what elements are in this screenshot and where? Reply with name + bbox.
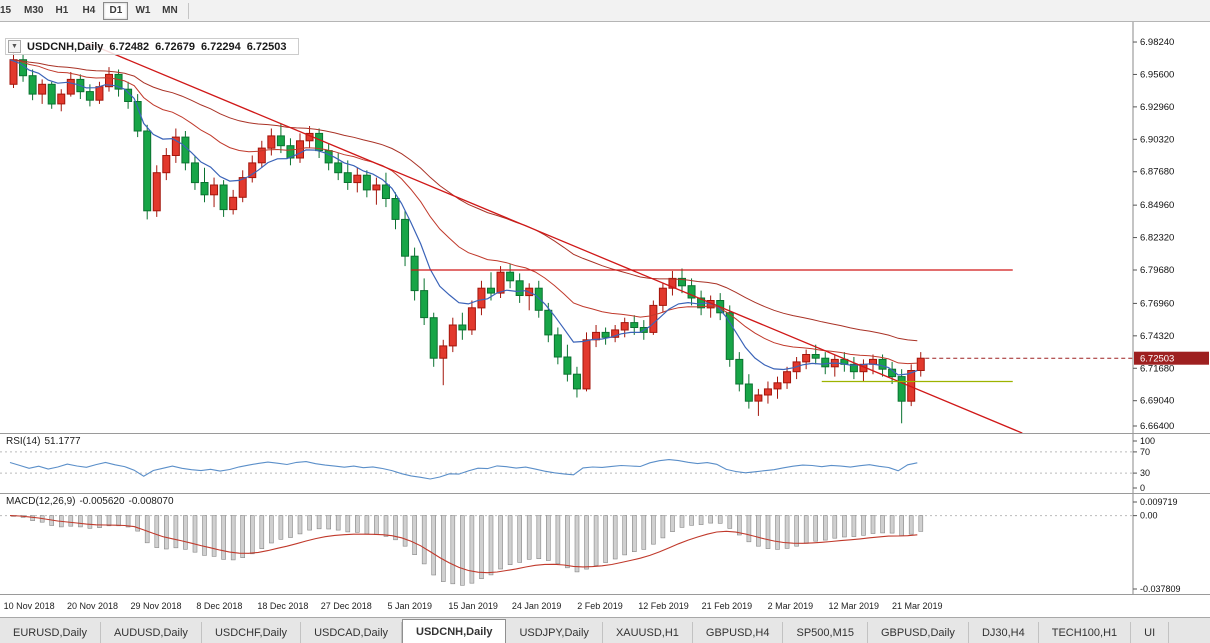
price-axis-label: 6.84960 — [1140, 200, 1174, 211]
rsi-axis-label: 30 — [1140, 468, 1150, 478]
date-label: 12 Feb 2019 — [638, 601, 689, 611]
symbol-tab-gbpusd[interactable]: GBPUSD,H4 — [692, 622, 784, 643]
ma-slow-line — [9, 59, 918, 342]
macd-panel[interactable]: 0.009719 0.00 -0.037809 MACD(12,26,9) -0.00… — [0, 493, 1210, 594]
price-axis-label: 6.74320 — [1140, 331, 1174, 342]
price-axis-label: 6.87680 — [1140, 167, 1174, 178]
price-high: 6.72679 — [155, 40, 195, 53]
price-axis-label: 6.79680 — [1140, 265, 1174, 276]
symbol-tab-eurusd[interactable]: EURUSD,Daily — [0, 622, 101, 643]
macd-label: MACD(12,26,9) -0.005620 -0.008070 — [6, 496, 178, 507]
price-low: 6.72294 — [200, 40, 241, 53]
macd-axis-label: 0.009719 — [1140, 497, 1178, 507]
date-label: 24 Jan 2019 — [511, 601, 562, 611]
timeframe-button-w1[interactable]: W1 — [135, 5, 151, 16]
timeframe-button-h1[interactable]: H1 — [55, 5, 69, 16]
date-label: 15 Jan 2019 — [448, 601, 498, 611]
rsi-line — [9, 459, 918, 480]
timeframe-buttons: 15 M30 H1 H4 D1 W1 MN — [0, 1, 183, 20]
rsi-panel[interactable]: 100 70 30 0 RSI(14) 51.1777 — [0, 433, 1210, 493]
price-axis-label: 6.76960 — [1140, 298, 1174, 309]
chart-symbol-period: USDCNH,Daily — [27, 40, 104, 53]
timeframe-button-h4[interactable]: H4 — [82, 5, 96, 16]
current-price-badge-text: 6.72503 — [1140, 354, 1174, 365]
price-axis-label: 6.98240 — [1140, 37, 1174, 48]
chart-tabs-bar: EURUSD,Daily AUDUSD,Daily USDCHF,Daily USDC… — [0, 617, 1210, 643]
timeframe-button-15[interactable]: 15 — [0, 5, 12, 16]
date-label: 20 Nov 2018 — [67, 601, 119, 611]
symbol-tab-audusd[interactable]: AUDUSD,Daily — [100, 622, 202, 643]
symbol-tab-usdcad[interactable]: USDCAD,Daily — [301, 622, 403, 643]
timeframe-button-d1[interactable]: D1 — [103, 1, 129, 20]
symbol-tab-usdcnh[interactable]: USDCNH,Daily — [402, 619, 507, 643]
current-price-badge — [1134, 351, 1209, 365]
rsi-label: RSI(14) 51.1777 — [6, 436, 85, 447]
toolbar-separator — [188, 2, 190, 19]
macd-axis-label: -0.037809 — [1140, 584, 1181, 594]
symbol-tab-sp500[interactable]: SP500,M15 — [783, 622, 868, 643]
timeframe-toolbar: 15 M30 H1 H4 D1 W1 MN — [0, 0, 1210, 22]
descending-trendline[interactable] — [86, 41, 1023, 434]
timeframe-button-m30[interactable]: M30 — [24, 5, 44, 16]
symbol-tab-gbpusd[interactable]: GBPUSD,Daily — [867, 622, 969, 643]
timeframe-button-mn[interactable]: MN — [162, 5, 178, 16]
rsi-name: RSI(14) — [6, 436, 41, 447]
chart-header: ▼ USDCNH,Daily 6.72482 6.72679 6.72294 6… — [5, 38, 300, 55]
date-label: 29 Nov 2018 — [130, 601, 182, 611]
rsi-axis-label: 70 — [1140, 447, 1150, 457]
ma-fast-line — [9, 59, 918, 376]
price-axis-label: 6.92960 — [1140, 102, 1174, 113]
macd-axis-label: 0.00 — [1140, 511, 1158, 521]
rsi-axis-label: 0 — [1140, 483, 1145, 493]
price-axis-label: 6.95600 — [1140, 69, 1174, 80]
symbol-tab-usdchf[interactable]: USDCHF,Daily — [201, 622, 302, 643]
date-label: 2 Mar 2019 — [767, 601, 814, 611]
symbol-tab-dj30[interactable]: DJ30,H4 — [968, 622, 1039, 643]
macd-name: MACD(12,26,9) — [6, 496, 76, 507]
date-label: 2 Feb 2019 — [577, 601, 623, 611]
price-axis-label: 6.82320 — [1140, 233, 1174, 244]
price-close: 6.72503 — [246, 40, 287, 53]
macd-plot[interactable]: 0.009719 0.00 -0.037809 — [0, 494, 1210, 594]
ma-mid-line — [9, 59, 918, 365]
price-axis-label: 6.71680 — [1140, 363, 1174, 374]
price-open: 6.72482 — [109, 40, 150, 53]
date-label: 27 Dec 2018 — [320, 601, 372, 611]
symbol-tab-tech100[interactable]: TECH100,H1 — [1038, 622, 1132, 643]
macd-signal-value: -0.008070 — [128, 496, 174, 507]
date-label: 5 Jan 2019 — [387, 601, 433, 611]
price-axis-label: 6.66400 — [1140, 421, 1174, 432]
symbol-tab-ui[interactable]: UI — [1131, 622, 1170, 643]
macd-signal-line — [9, 515, 918, 574]
macd-histogram — [11, 515, 924, 586]
date-label: 18 Dec 2018 — [257, 601, 309, 611]
price-axis-label: 6.90320 — [1140, 134, 1174, 145]
candlestick-chart[interactable]: 6.98240 6.95600 6.92960 6.90320 6.87680 6.849… — [0, 22, 1210, 433]
candlestick-series — [9, 51, 925, 424]
rsi-value: 51.1777 — [44, 436, 81, 447]
date-label: 10 Nov 2018 — [3, 601, 55, 611]
symbol-tab-xauusd[interactable]: XAUUSD,H1 — [602, 622, 693, 643]
main-chart-panel[interactable]: 6.98240 6.95600 6.92960 6.90320 6.87680 6.849… — [0, 22, 1210, 433]
date-label: 12 Mar 2019 — [828, 601, 880, 611]
date-axis[interactable]: 10 Nov 2018 20 Nov 2018 29 Nov 2018 8 Dec 2… — [0, 594, 1210, 617]
symbol-tab-usdjpy[interactable]: USDJPY,Daily — [506, 622, 603, 643]
price-axis-label: 6.69040 — [1140, 396, 1174, 407]
date-label: 8 Dec 2018 — [196, 601, 243, 611]
macd-main-value: -0.005620 — [79, 496, 125, 507]
one-click-trading-icon[interactable]: ▼ — [8, 40, 21, 53]
date-label: 21 Feb 2019 — [701, 601, 753, 611]
date-label: 21 Mar 2019 — [891, 601, 943, 611]
rsi-axis-label: 100 — [1140, 436, 1155, 446]
